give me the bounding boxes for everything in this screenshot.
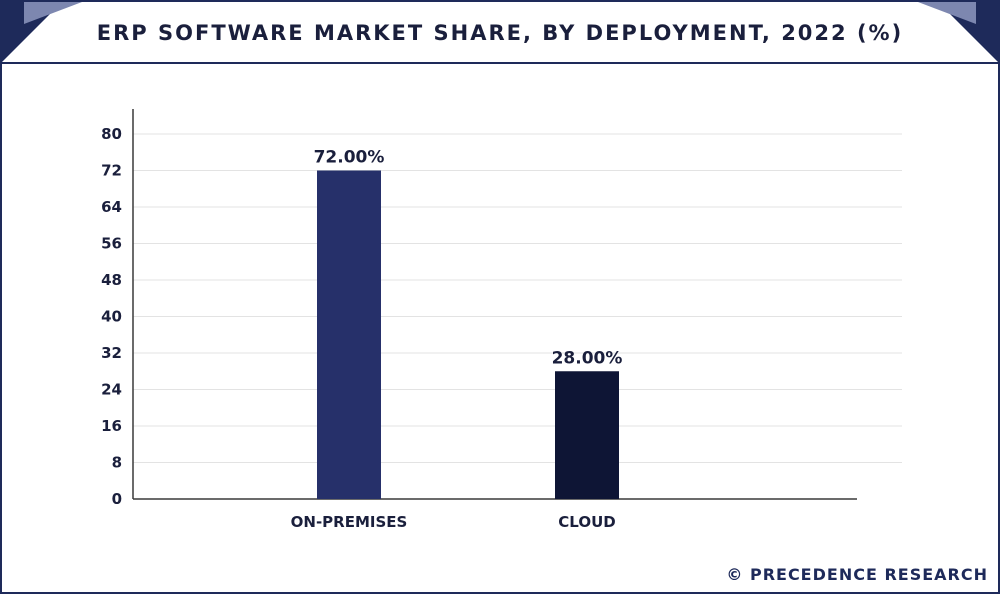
y-tick-label: 0 <box>112 490 122 508</box>
y-tick-label: 72 <box>101 162 122 180</box>
corner-decoration-right-accent <box>918 2 976 24</box>
bar-cloud <box>555 371 619 499</box>
corner-decoration-left <box>2 2 62 62</box>
bar-on-premises <box>317 170 381 499</box>
data-label: 72.00% <box>314 148 385 168</box>
bars <box>317 170 619 499</box>
y-tick-label: 64 <box>101 198 122 216</box>
copyright-text: © PRECEDENCE RESEARCH <box>726 565 988 584</box>
y-tick-label: 56 <box>101 235 122 253</box>
grid-lines <box>133 133 902 463</box>
corner-decoration-right <box>938 2 998 62</box>
y-tick-labels: 0 8 16 24 32 40 48 56 64 72 80 <box>101 125 122 508</box>
y-tick-label: 16 <box>101 417 122 435</box>
data-label: 28.00% <box>552 348 623 368</box>
y-tick-label: 40 <box>101 308 122 326</box>
y-tick-label: 48 <box>101 271 122 289</box>
data-labels: 72.00% 28.00% <box>314 148 623 369</box>
x-tick-label: CLOUD <box>558 513 615 531</box>
category-labels: ON-PREMISES CLOUD <box>291 513 616 531</box>
y-tick-label: 24 <box>101 381 122 399</box>
y-tick-label: 80 <box>101 125 122 143</box>
title-band: ERP SOFTWARE MARKET SHARE, BY DEPLOYMENT… <box>2 2 998 64</box>
chart-title: ERP SOFTWARE MARKET SHARE, BY DEPLOYMENT… <box>96 21 904 45</box>
axes <box>132 109 857 500</box>
title-divider <box>2 62 998 64</box>
title-corners <box>2 2 998 62</box>
corner-decoration-left-accent <box>24 2 82 24</box>
y-tick-label: 8 <box>112 454 122 472</box>
x-tick-label: ON-PREMISES <box>291 513 408 531</box>
y-tick-label: 32 <box>101 344 122 362</box>
